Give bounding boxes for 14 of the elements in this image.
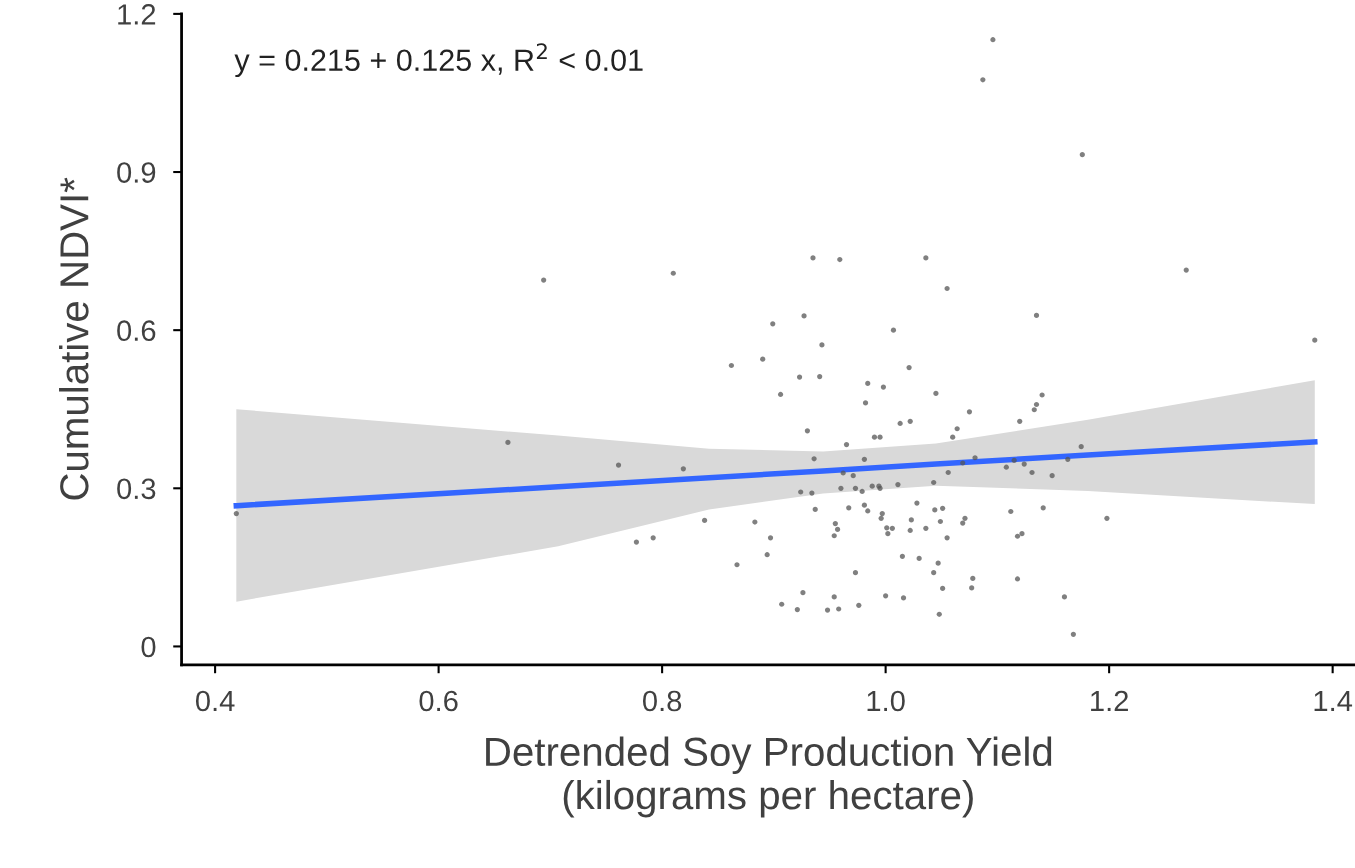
y-tick-label: 1.2 — [118, 4, 156, 25]
x-axis-title: Detrended Soy Production Yield (kilograms per hectare) — [486, 736, 1052, 818]
x-tick-label: 0.8 — [642, 690, 682, 712]
y-axis-title: Cumulative NDVI* — [59, 177, 89, 500]
x-tick-label: 1.4 — [1314, 690, 1353, 712]
y-tick-label: 0 — [141, 636, 156, 658]
x-tick-label: 1.0 — [867, 690, 905, 712]
x-tick-label: 0.4 — [195, 690, 235, 712]
y-tick-label: 0.3 — [117, 478, 156, 500]
x-tick-label: 0.6 — [419, 690, 458, 712]
annotation: y = 0.215 + 0.125 x, R$^{2}$ < 0.01 — [234, 43, 643, 78]
y-tick-label: 0.6 — [117, 320, 156, 342]
x-tick-label: 1.2 — [1091, 690, 1128, 712]
y-tick-label: 0.9 — [117, 162, 156, 183]
